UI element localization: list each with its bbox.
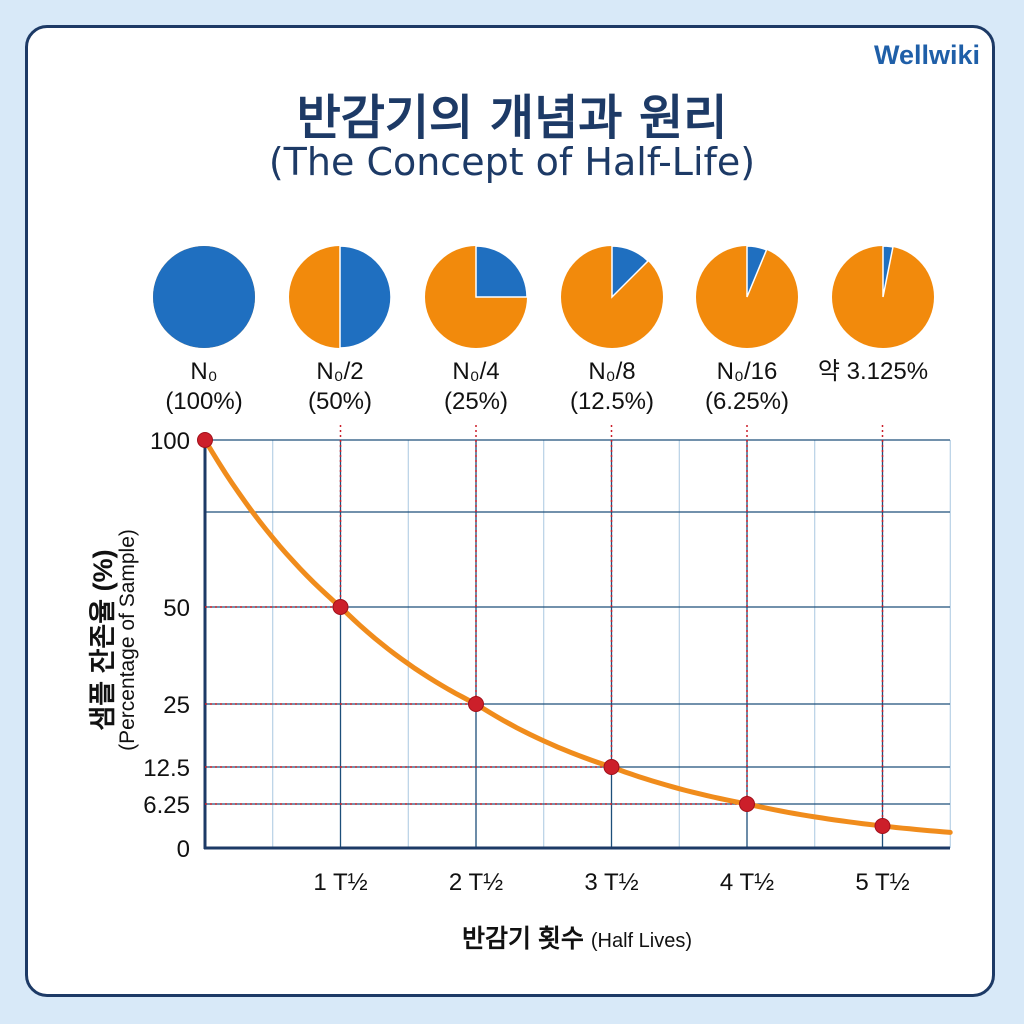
- card: [25, 25, 995, 997]
- pie-decayed: [153, 246, 255, 348]
- pie-chart: [832, 245, 934, 348]
- data-point: [739, 796, 755, 812]
- pie-label: N₀/2 (50%): [265, 357, 415, 417]
- y-axis-title-en: (Percentage of Sample): [116, 529, 139, 751]
- pie-label-main: N₀: [190, 358, 218, 385]
- pie-chart: [289, 245, 392, 349]
- pie-chart: [425, 245, 528, 348]
- decay-curve: [202, 437, 953, 835]
- pie-label-main: N₀/2: [316, 358, 364, 385]
- pie-label-percent: (12.5%): [569, 388, 655, 415]
- y-tick-label: 100: [150, 428, 190, 455]
- pie-label: N₀ (100%): [129, 357, 279, 417]
- x-tick-label: 2 T½: [449, 869, 503, 896]
- page-title: 반감기의 개념과 원리: [296, 90, 728, 146]
- pie-decayed: [475, 245, 528, 298]
- pie-decayed: [339, 245, 392, 349]
- data-point: [197, 432, 213, 448]
- pie-label: N₀/8 (12.5%): [537, 357, 687, 417]
- pie-label: N₀/16 (6.25%): [672, 357, 822, 417]
- pie-label-main: N₀/8: [588, 358, 636, 385]
- y-axis-title-ko: 샘플 잔존율 (%): [88, 549, 118, 730]
- pie-label: N₀/4 (25%): [401, 357, 551, 417]
- pie-label-percent: (25%): [443, 388, 509, 415]
- pie-decayed: [611, 245, 650, 299]
- page-subtitle: (The Concept of Half-Life): [268, 140, 756, 184]
- y-tick-label: 0: [177, 836, 190, 863]
- pie-chart: [696, 245, 798, 348]
- data-point: [874, 818, 891, 834]
- pie-label-percent: (50%): [307, 388, 373, 415]
- y-tick-label: 50: [163, 595, 190, 622]
- x-axis-title-en: (Half Lives): [591, 930, 692, 952]
- x-tick-label: 4 T½: [720, 869, 774, 896]
- pie-chart: [561, 245, 663, 348]
- pie-label-main: N₀/16: [716, 358, 778, 385]
- x-tick-label: 1 T½: [313, 869, 367, 896]
- x-axis-title-ko: 반감기 횟수: [462, 925, 591, 953]
- pie-label: 약 3.125%: [798, 357, 948, 387]
- x-axis-title: 반감기 횟수 (Half Lives): [462, 925, 692, 953]
- pie-label-main: N₀/4: [452, 358, 500, 385]
- brand-logo: Wellwiki: [873, 40, 980, 70]
- data-point: [468, 696, 484, 712]
- pie-label-main: 약 3.125%: [817, 358, 929, 385]
- pie-label-percent: (100%): [165, 388, 243, 415]
- y-tick-label: 25: [163, 692, 190, 719]
- pie-chart: [153, 246, 255, 348]
- y-tick-label: 6.25: [143, 792, 190, 819]
- x-tick-label: 3 T½: [584, 869, 638, 896]
- pie-decayed: [746, 245, 768, 298]
- data-point: [332, 599, 349, 615]
- pie-decayed: [882, 245, 894, 298]
- pie-label-percent: (6.25%): [704, 388, 790, 415]
- data-point: [603, 759, 620, 775]
- x-tick-label: 5 T½: [855, 869, 909, 896]
- y-tick-label: 12.5: [143, 755, 190, 782]
